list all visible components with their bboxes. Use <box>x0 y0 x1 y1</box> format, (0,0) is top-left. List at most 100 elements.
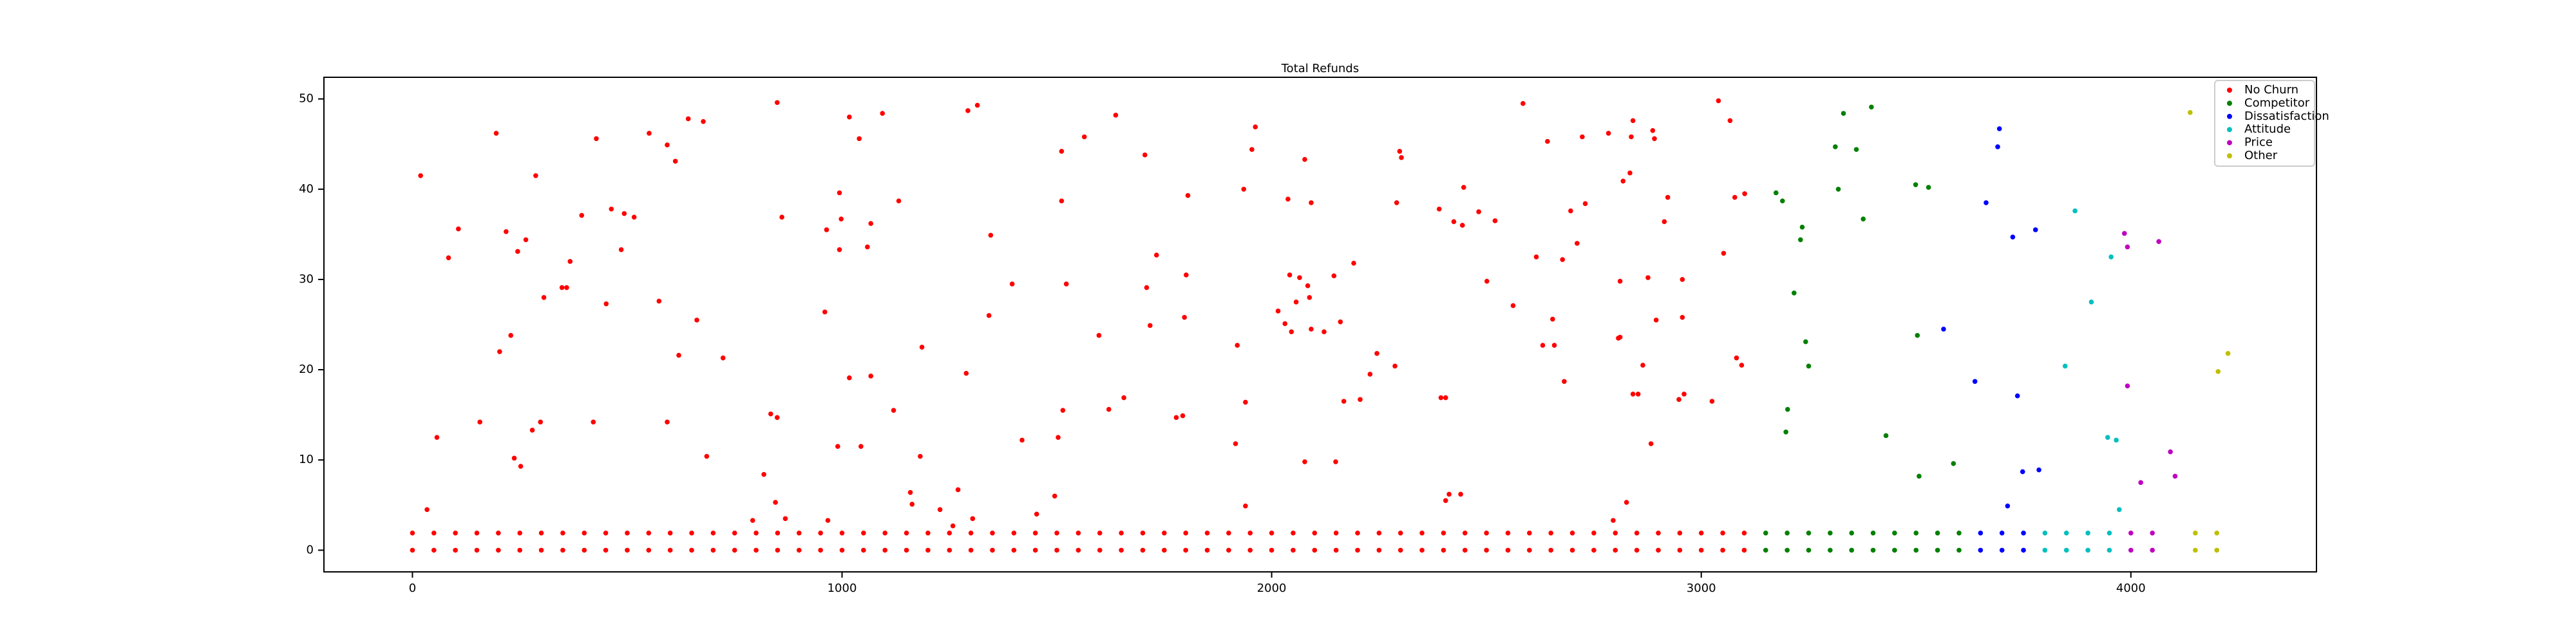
scatter-point <box>541 295 547 300</box>
scatter-point <box>1397 547 1403 553</box>
scatter-point <box>1869 104 1874 110</box>
scatter-point <box>1634 530 1640 536</box>
scatter-point <box>1443 498 1448 504</box>
scatter-point <box>1853 147 1859 152</box>
scatter-point <box>1119 530 1124 536</box>
legend-label: Other <box>2244 149 2278 162</box>
scatter-point <box>579 213 585 218</box>
scatter-point <box>2020 469 2025 475</box>
scatter-point <box>1520 100 1526 106</box>
scatter-point <box>1941 327 1946 332</box>
scatter-point <box>847 114 852 120</box>
scatter-point <box>1297 275 1302 280</box>
scatter-point <box>1321 329 1327 335</box>
legend-label: Dissatisfaction <box>2244 109 2329 123</box>
scatter-point <box>704 453 710 459</box>
scatter-point <box>1763 547 1768 553</box>
scatter-point <box>1441 547 1446 553</box>
scatter-point <box>1140 530 1146 536</box>
scatter-point <box>1785 530 1790 536</box>
scatter-point <box>1333 459 1338 464</box>
scatter-point <box>1935 547 1940 553</box>
scatter-point <box>768 411 773 417</box>
scatter-point <box>1358 397 1363 402</box>
scatter-point <box>1698 547 1704 553</box>
scatter-point <box>1032 547 1038 553</box>
scatter-point <box>774 100 780 106</box>
scatter-point <box>710 530 716 536</box>
scatter-point <box>1011 547 1017 553</box>
scatter-point <box>1351 260 1356 266</box>
scatter-point <box>1275 308 1281 314</box>
scatter-point <box>1183 547 1188 553</box>
scatter-point <box>672 158 678 164</box>
scatter-point <box>1019 437 1025 443</box>
scatter-point <box>538 547 544 553</box>
scatter-point <box>1951 461 1956 466</box>
scatter-point <box>963 370 969 376</box>
scatter-point <box>582 547 587 553</box>
scatter-point <box>907 489 913 495</box>
scatter-point <box>1484 530 1489 536</box>
scatter-point <box>1613 547 1618 553</box>
scatter-point <box>1917 473 1922 479</box>
scatter-point <box>676 352 681 358</box>
scatter-point <box>2214 547 2220 553</box>
scatter-point <box>1562 379 1567 384</box>
scatter-point <box>838 216 844 222</box>
scatter-point <box>1307 295 1312 300</box>
scatter-point <box>1140 547 1146 553</box>
scatter-point <box>1591 547 1596 553</box>
scatter-point <box>1716 98 1721 104</box>
scatter-point <box>431 530 437 536</box>
scatter-point <box>1341 399 1347 404</box>
scatter-point <box>1648 441 1654 446</box>
chart-title: Total Refunds <box>1281 62 1359 75</box>
scatter-point <box>603 301 609 307</box>
scatter-point <box>2005 503 2011 509</box>
scatter-point <box>1798 237 1803 243</box>
scatter-point <box>1739 363 1745 368</box>
scatter-point <box>1620 178 1626 184</box>
scatter-point <box>1662 219 1667 225</box>
scatter-point <box>2150 547 2155 553</box>
scatter-point <box>882 547 888 553</box>
scatter-point <box>1972 379 1978 384</box>
scatter-point <box>1460 223 1465 228</box>
scatter-point <box>1289 329 1294 335</box>
scatter-point <box>2214 530 2220 536</box>
scatter-point <box>603 547 609 553</box>
scatter-point <box>2125 244 2130 250</box>
scatter-point <box>1333 547 1339 553</box>
scatter-point <box>1926 185 1931 190</box>
scatter-point <box>2125 383 2130 389</box>
scatter-point <box>847 375 852 381</box>
scatter-point <box>665 419 670 425</box>
scatter-point <box>988 232 994 238</box>
scatter-point <box>1374 351 1379 356</box>
scatter-point <box>1984 200 1989 205</box>
scatter-point <box>1443 395 1448 401</box>
scatter-point <box>1568 208 1573 214</box>
scatter-point <box>2108 254 2114 260</box>
scatter-point <box>2036 467 2041 473</box>
scatter-point <box>1720 530 1725 536</box>
scatter-point <box>560 547 565 553</box>
scatter-point <box>896 198 902 204</box>
scatter-point <box>446 255 451 261</box>
scatter-point <box>818 547 823 553</box>
scatter-point <box>1569 530 1575 536</box>
scatter-point <box>1629 134 1634 140</box>
scatter-point <box>2010 234 2016 240</box>
y-tick-label: 50 <box>299 92 314 106</box>
scatter-point <box>710 547 716 553</box>
scatter-point <box>1828 530 1833 536</box>
scatter-point <box>775 530 781 536</box>
scatter-point <box>1285 196 1291 202</box>
scatter-point <box>1054 547 1059 553</box>
y-tick-label: 40 <box>299 182 314 196</box>
scatter-point <box>1677 530 1683 536</box>
x-tick-label: 2000 <box>1257 582 1287 595</box>
scatter-point <box>1484 278 1490 284</box>
scatter-point <box>1269 530 1274 536</box>
